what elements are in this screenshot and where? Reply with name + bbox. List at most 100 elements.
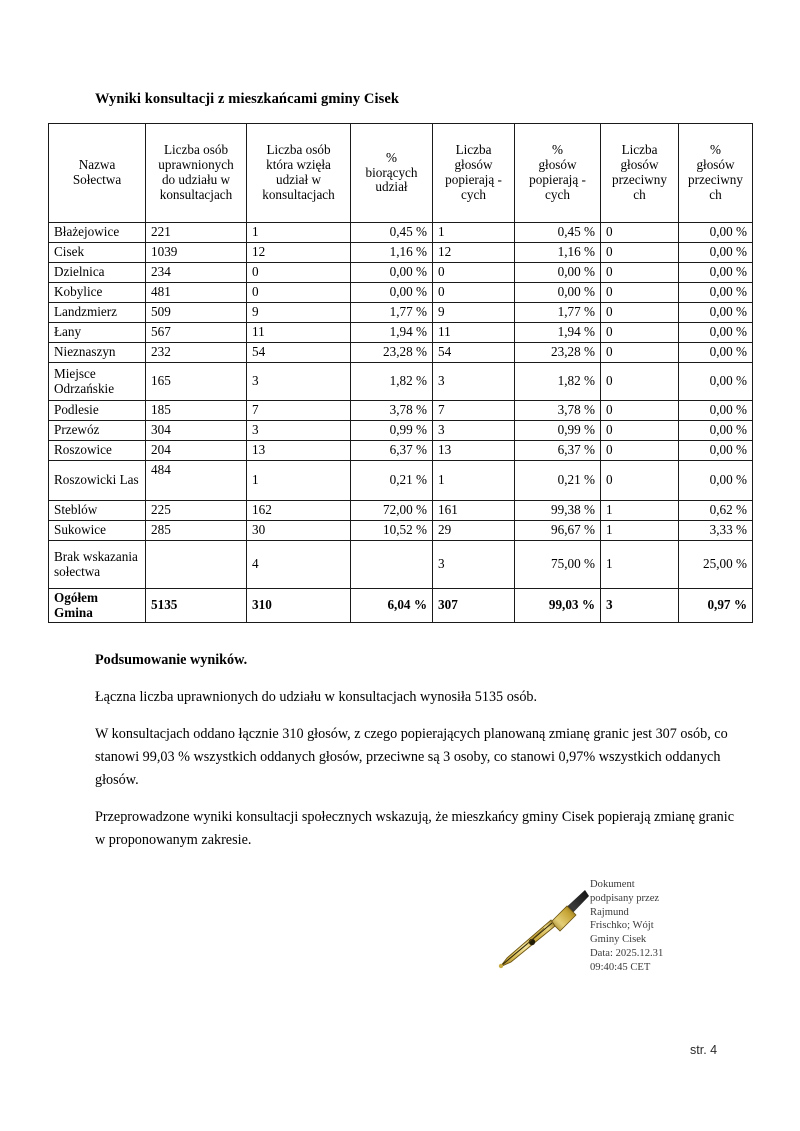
header-line: ch xyxy=(633,186,646,202)
cell-pct-against: 0,62 % xyxy=(678,500,753,521)
cell-votes-against: 1 xyxy=(600,540,679,589)
summary-section: Podsumowanie wyników. Łączna liczba upra… xyxy=(95,649,735,866)
header-line: ch xyxy=(709,186,722,202)
column-header-votes-for: Liczba głosów popierają - cych xyxy=(432,123,515,223)
cell-pct-participated: 1,94 % xyxy=(350,322,433,343)
table-row: Sukowice 285 30 10,52 % 29 96,67 % 1 3,3… xyxy=(48,520,753,541)
column-header-eligible: Liczba osób uprawnionych do udziału w ko… xyxy=(145,123,247,223)
summary-paragraph-2: W konsultacjach oddano łącznie 310 głosó… xyxy=(95,726,728,788)
cell-pct-against: 0,00 % xyxy=(678,222,753,243)
cell-name: Miejsce Odrzańskie xyxy=(48,362,146,401)
cell-participated: 1 xyxy=(246,222,351,243)
cell-participated: 162 xyxy=(246,500,351,521)
cell-pct-against: 0,00 % xyxy=(678,302,753,323)
cell-pct-participated: 1,82 % xyxy=(350,362,433,401)
cell-votes-for: 54 xyxy=(432,342,515,363)
cell-votes-for: 9 xyxy=(432,302,515,323)
cell-pct-participated: 0,21 % xyxy=(350,460,433,501)
cell-pct-for: 0,00 % xyxy=(514,282,601,303)
header-line: % xyxy=(386,149,397,165)
digital-signature-block: Dokument podpisany przez Rajmund Frischk… xyxy=(497,876,727,976)
header-line: popierają - xyxy=(445,172,502,187)
cell-pct-for: 1,82 % xyxy=(514,362,601,401)
signature-line: podpisany przez xyxy=(590,892,660,904)
cell-votes-for: 3 xyxy=(432,540,515,589)
table-header: Nazwa Sołectwa Liczba osób uprawnionych … xyxy=(48,123,753,223)
header-line: Liczba xyxy=(455,142,492,158)
header-line: popierają - xyxy=(529,172,586,187)
cell-pct-participated: 1,16 % xyxy=(350,242,433,263)
table-row: Cisek 1039 12 1,16 % 12 1,16 % 0 0,00 % xyxy=(48,242,753,263)
cell-pct-for: 0,45 % xyxy=(514,222,601,243)
cell-pct-for: 3,78 % xyxy=(514,400,601,421)
cell-pct-participated: 1,77 % xyxy=(350,302,433,323)
cell-pct-for: 6,37 % xyxy=(514,440,601,461)
cell-votes-for: 12 xyxy=(432,242,515,263)
cell-votes-against: 1 xyxy=(600,520,679,541)
cell-name: Przewóz xyxy=(48,420,146,441)
cell-eligible xyxy=(145,540,247,589)
table-row: Dzielnica 234 0 0,00 % 0 0,00 % 0 0,00 % xyxy=(48,262,753,283)
cell-votes-for: 0 xyxy=(432,262,515,283)
cell-name: Roszowicki Las xyxy=(48,460,146,501)
table-row: Kobylice 481 0 0,00 % 0 0,00 % 0 0,00 % xyxy=(48,282,753,303)
header-line: głosów xyxy=(620,157,659,173)
cell-total-pct-participated: 6,04 % xyxy=(350,588,433,623)
cell-total-name: Ogółem Gmina xyxy=(48,588,146,623)
cell-name: Roszowice xyxy=(48,440,146,461)
summary-paragraph-3: Przeprowadzone wyniki konsultacji społec… xyxy=(95,809,735,848)
header-line: % xyxy=(710,142,721,158)
cell-pct-against: 0,00 % xyxy=(678,342,753,363)
cell-participated: 13 xyxy=(246,440,351,461)
cell-pct-participated: 72,00 % xyxy=(350,500,433,521)
cell-eligible: 225 xyxy=(145,500,247,521)
cell-eligible: 234 xyxy=(145,262,247,283)
column-header-pct-for: % głosów popierają - cych xyxy=(514,123,601,223)
cell-eligible: 481 xyxy=(145,282,247,303)
cell-pct-against: 25,00 % xyxy=(678,540,753,589)
header-line: Nazwa xyxy=(78,157,116,173)
cell-votes-against: 0 xyxy=(600,342,679,363)
header-line: udział xyxy=(375,179,408,195)
cell-pct-against: 0,00 % xyxy=(678,400,753,421)
cell-votes-for: 1 xyxy=(432,222,515,243)
cell-eligible: 204 xyxy=(145,440,247,461)
cell-pct-against: 0,00 % xyxy=(678,362,753,401)
signature-line: Rajmund xyxy=(590,906,629,918)
cell-pct-against: 0,00 % xyxy=(678,242,753,263)
header-line: cych xyxy=(461,186,486,202)
summary-heading: Podsumowanie wyników. xyxy=(95,652,248,668)
cell-participated: 4 xyxy=(246,540,351,589)
cell-votes-against: 0 xyxy=(600,362,679,401)
table-row: Steblów 225 162 72,00 % 161 99,38 % 1 0,… xyxy=(48,500,753,521)
cell-eligible: 185 xyxy=(145,400,247,421)
table-row: Roszowicki Las 484 1 0,21 % 1 0,21 % 0 0… xyxy=(48,460,753,501)
cell-eligible: 567 xyxy=(145,322,247,343)
cell-participated: 11 xyxy=(246,322,351,343)
cell-votes-against: 0 xyxy=(600,400,679,421)
cell-pct-against: 0,00 % xyxy=(678,262,753,283)
cell-pct-for: 0,99 % xyxy=(514,420,601,441)
header-line: uprawnionych xyxy=(158,157,234,173)
cell-eligible: 304 xyxy=(145,420,247,441)
cell-eligible: 1039 xyxy=(145,242,247,263)
cell-participated: 9 xyxy=(246,302,351,323)
cell-votes-against: 0 xyxy=(600,302,679,323)
cell-name: Steblów xyxy=(48,500,146,521)
header-line: do udziału w xyxy=(161,172,231,187)
cell-name: Podlesie xyxy=(48,400,146,421)
table-row: Nieznaszyn 232 54 23,28 % 54 23,28 % 0 0… xyxy=(48,342,753,363)
column-header-pct-against: % głosów przeciwny ch xyxy=(678,123,753,223)
cell-participated: 54 xyxy=(246,342,351,363)
cell-pct-for: 96,67 % xyxy=(514,520,601,541)
cell-participated: 1 xyxy=(246,460,351,501)
cell-pct-against: 0,00 % xyxy=(678,322,753,343)
cell-votes-for: 11 xyxy=(432,322,515,343)
cell-name: Dzielnica xyxy=(48,262,146,283)
fountain-pen-nib-icon xyxy=(498,890,589,969)
cell-votes-for: 13 xyxy=(432,440,515,461)
header-line: biorących xyxy=(365,164,418,180)
column-header-name: Nazwa Sołectwa xyxy=(48,123,146,223)
cell-pct-for: 75,00 % xyxy=(514,540,601,589)
